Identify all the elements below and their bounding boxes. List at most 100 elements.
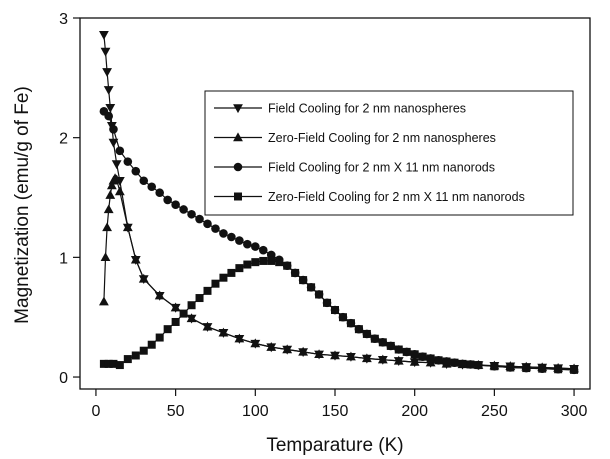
data-point (393, 355, 404, 365)
data-point (267, 256, 276, 265)
y-tick-label: 2 (59, 131, 68, 148)
data-point (163, 325, 172, 334)
data-point (377, 354, 388, 364)
data-point (203, 219, 212, 229)
data-point (346, 351, 356, 361)
data-point (282, 344, 293, 354)
x-tick-label: 50 (167, 403, 185, 420)
y-axis-title: Magnetization (emu/g of Fe) (12, 86, 33, 324)
data-point (131, 351, 140, 360)
data-point (458, 359, 467, 368)
data-point (171, 317, 180, 326)
data-point (331, 306, 339, 315)
legend-label: Field Cooling for 2 nm X 11 nm nanorods (268, 161, 495, 175)
data-point (298, 346, 309, 356)
data-point (100, 252, 111, 262)
x-axis-title: Temparature (K) (266, 435, 403, 456)
data-point (266, 342, 277, 351)
data-point (570, 365, 579, 374)
data-point (538, 364, 547, 373)
data-point (187, 209, 196, 219)
legend-entry: Field Cooling for 2 nm X 11 nm nanorods (214, 161, 495, 175)
data-point (111, 174, 122, 184)
data-point (490, 362, 499, 371)
data-point (211, 279, 220, 288)
data-point (138, 273, 149, 283)
data-point (108, 138, 119, 148)
data-point (258, 245, 268, 255)
data-point (394, 345, 403, 354)
data-point (275, 258, 284, 267)
x-tick-label: 100 (242, 403, 269, 420)
data-point (105, 104, 116, 113)
data-point (346, 319, 355, 328)
data-point (147, 340, 156, 349)
x-tick-label: 200 (401, 403, 428, 420)
data-point (102, 222, 112, 232)
data-point (219, 229, 228, 238)
data-point (155, 333, 164, 342)
x-tick-label: 150 (322, 403, 349, 420)
series-layer (99, 31, 579, 375)
data-point (361, 353, 372, 363)
data-point (179, 309, 188, 318)
data-point (195, 214, 204, 224)
data-point (123, 355, 132, 364)
data-point (234, 333, 245, 343)
data-point (418, 352, 427, 361)
legend-entry: Field Cooling for 2 nm nanospheres (214, 102, 466, 116)
data-point (283, 261, 292, 270)
legend: Field Cooling for 2 nm nanospheres Zero-F… (204, 90, 574, 216)
data-point (227, 268, 236, 277)
data-point (114, 186, 125, 196)
legend-marker (233, 104, 243, 114)
series-4 (99, 256, 579, 374)
data-point (211, 224, 220, 233)
data-point (299, 276, 308, 285)
data-point (155, 188, 164, 198)
data-point (131, 166, 141, 176)
data-point (291, 268, 300, 277)
legend-marker (233, 162, 243, 172)
data-point (163, 195, 172, 205)
data-point (243, 239, 252, 249)
data-point (100, 47, 111, 57)
data-point (109, 359, 118, 368)
data-point (147, 182, 157, 192)
data-point (99, 296, 109, 306)
data-point (105, 190, 116, 199)
data-point (115, 146, 125, 156)
data-point (123, 157, 133, 166)
data-point (370, 334, 379, 343)
y-tick-label: 0 (59, 370, 68, 387)
legend-marker (234, 192, 242, 201)
data-point (104, 111, 113, 121)
data-point (330, 350, 340, 360)
data-point (474, 361, 483, 370)
data-point (386, 341, 395, 350)
legend-box (204, 90, 574, 216)
data-point (235, 264, 244, 273)
data-point (179, 205, 188, 214)
data-point (186, 313, 197, 323)
data-point (410, 350, 419, 359)
data-point (362, 329, 371, 338)
legend-label: Zero-Field Cooling for 2 nm X 11 nm nano… (268, 190, 525, 204)
data-point (323, 298, 332, 307)
data-point (104, 359, 113, 368)
data-point (109, 125, 118, 134)
data-point (442, 357, 451, 366)
data-point (227, 232, 236, 242)
data-point (315, 290, 324, 299)
legend-marker (233, 132, 243, 142)
data-point (170, 302, 181, 312)
data-point (202, 321, 213, 331)
data-point (466, 360, 475, 369)
x-tick-label: 0 (91, 403, 100, 420)
data-point (378, 338, 387, 347)
data-point (218, 327, 229, 337)
data-point (130, 254, 141, 264)
data-point (102, 68, 112, 77)
data-point (235, 236, 244, 245)
data-point (434, 356, 443, 365)
